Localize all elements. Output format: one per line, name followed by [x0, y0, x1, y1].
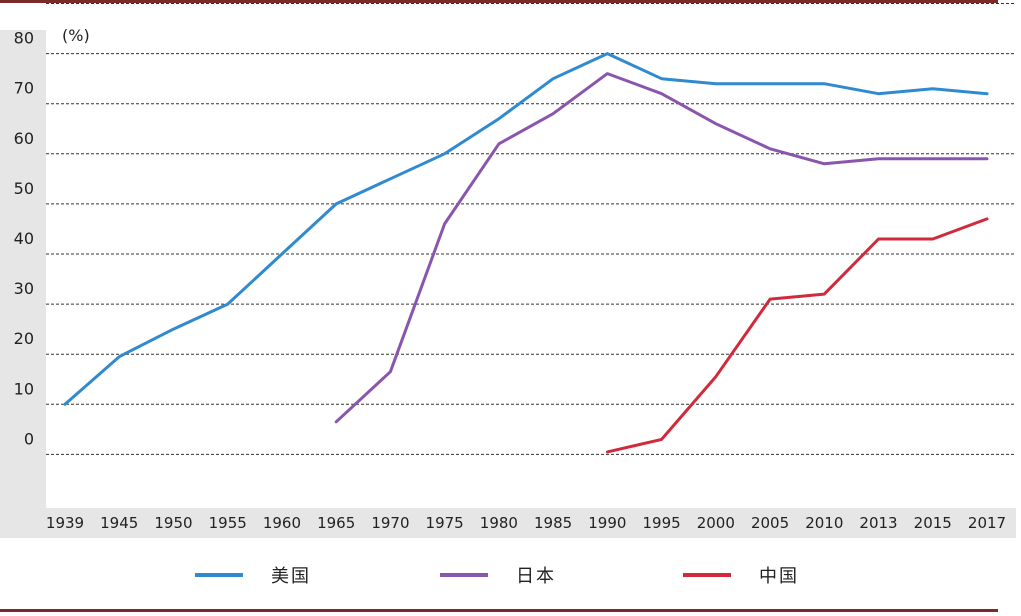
x-tick-label: 2010	[805, 514, 843, 532]
legend-item-japan: 日本	[440, 560, 556, 590]
x-tick-label: 1945	[100, 514, 138, 532]
x-axis-ticks: 1939 1945 1950 1955 1960 1965 1970 1975 1980 1985…	[46, 514, 1006, 532]
legend-swatch-japan	[440, 573, 488, 577]
legend-swatch-china	[683, 573, 731, 577]
line-chart: 0102030405060708090 19391945195019551960…	[0, 3, 1016, 538]
x-tick-label: 1955	[209, 514, 247, 532]
x-tick-label: 2005	[751, 514, 789, 532]
x-tick-label: 2017	[968, 514, 1006, 532]
legend-label-us: 美国	[271, 566, 311, 587]
legend: 美国 日本 中国	[0, 560, 1021, 590]
y-tick-label: 70	[14, 79, 34, 98]
y-tick-label: 80	[14, 29, 34, 48]
legend-item-us: 美国	[195, 560, 311, 590]
y-axis-band	[0, 30, 46, 538]
x-tick-label: 1990	[588, 514, 626, 532]
y-tick-label: 50	[14, 179, 34, 198]
series-line-japan	[334, 72, 989, 424]
x-tick-label: 1965	[317, 514, 355, 532]
bottom-rule	[0, 609, 998, 612]
gridlines	[46, 3, 1016, 455]
unit-label: (%)	[62, 26, 90, 45]
y-tick-label: 40	[14, 229, 34, 248]
x-tick-label: 2015	[914, 514, 952, 532]
x-tick-label: 1985	[534, 514, 572, 532]
x-tick-label: 1970	[371, 514, 409, 532]
y-tick-label: 30	[14, 279, 34, 298]
y-tick-label: 10	[14, 379, 34, 398]
x-tick-label: 1960	[263, 514, 301, 532]
x-tick-label: 1950	[154, 514, 192, 532]
x-axis-band	[0, 508, 1016, 538]
y-axis-ticks: 0102030405060708090	[14, 29, 34, 449]
x-tick-label: 1995	[642, 514, 680, 532]
series-line-china	[605, 217, 989, 454]
plot-background	[0, 30, 1016, 538]
x-tick-label: 1975	[426, 514, 464, 532]
series-lines	[63, 52, 989, 454]
legend-item-china: 中国	[683, 560, 799, 590]
series-line-us	[63, 52, 989, 406]
y-tick-label: 60	[14, 129, 34, 148]
legend-label-china: 中国	[759, 566, 799, 587]
legend-swatch-us	[195, 573, 243, 577]
x-tick-label: 1939	[46, 514, 84, 532]
top-rule	[0, 0, 998, 3]
x-tick-label: 1980	[480, 514, 518, 532]
x-tick-label: 2000	[697, 514, 735, 532]
x-tick-label: 2013	[859, 514, 897, 532]
legend-label-japan: 日本	[516, 566, 556, 587]
y-tick-label: 20	[14, 329, 34, 348]
y-tick-label: 0	[24, 429, 34, 448]
